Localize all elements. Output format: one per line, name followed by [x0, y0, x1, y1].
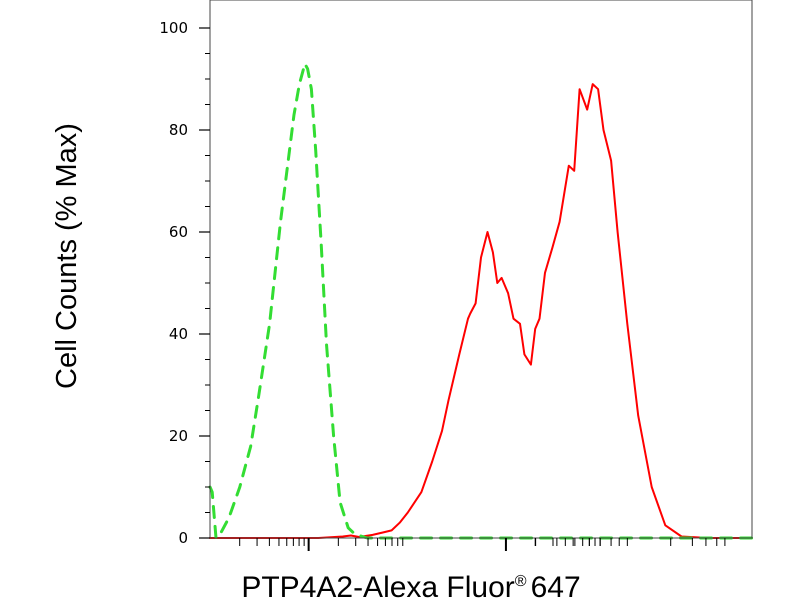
y-axis-ticks — [199, 27, 210, 539]
y-tick-label: 60 — [169, 223, 188, 241]
y-tick-label: 40 — [169, 325, 188, 343]
registered-mark: ® — [515, 573, 527, 590]
x-axis-title: PTP4A2-Alexa Fluor® 647 — [241, 571, 580, 600]
x-axis-title-main: PTP4A2-Alexa Fluor — [241, 571, 514, 600]
x-axis-title-suffix: 647 — [531, 571, 581, 600]
y-axis-tick-labels: 0 20 40 60 80 100 — [159, 19, 188, 547]
y-tick-label: 100 — [159, 19, 188, 37]
y-tick-label: 80 — [169, 121, 188, 139]
y-tick-label: 20 — [169, 427, 188, 445]
y-axis-title: Cell Counts (% Max) — [51, 123, 83, 389]
y-tick-label: 0 — [178, 529, 188, 547]
series-layer — [208, 62, 754, 540]
plot-frame — [209, 0, 753, 539]
isotype-control-line — [208, 62, 754, 540]
x-axis-ticks — [239, 538, 726, 551]
sample-line — [209, 83, 753, 539]
